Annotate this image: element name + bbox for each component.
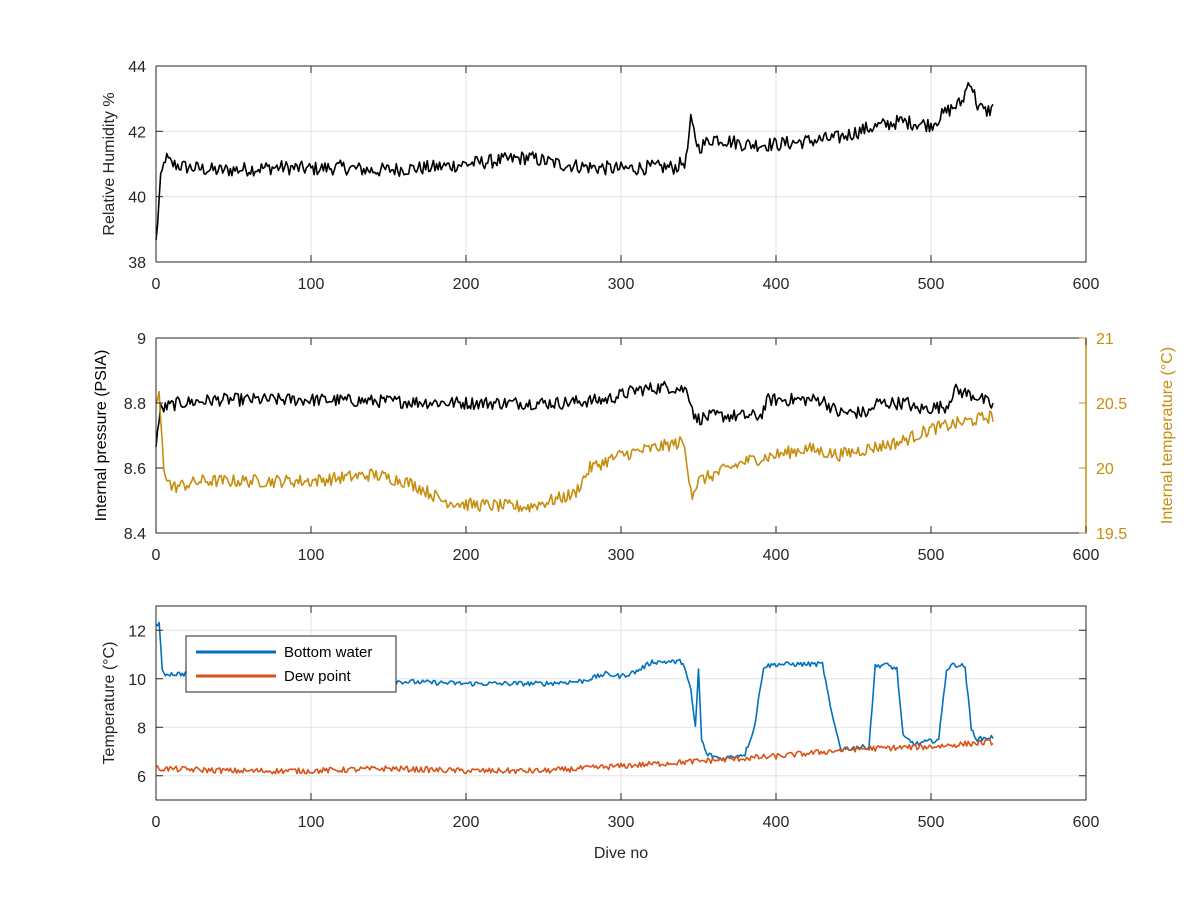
x-tick-label: 500 (918, 276, 945, 293)
x-tick-label: 0 (152, 814, 161, 831)
pressure-axes-box (155, 337, 1087, 534)
y-tick-label: 12 (128, 623, 146, 640)
x-tick-label: 500 (918, 547, 945, 564)
pressure-y-label: Internal pressure (PSIA) (93, 350, 110, 522)
series-line-0 (155, 380, 994, 447)
legend: Bottom water Dew point (185, 635, 397, 693)
x-tick-label: 100 (298, 814, 325, 831)
temperature-x-ticks: 0 100 200 300 400 500 600 (152, 606, 1100, 831)
y-tick-label: 38 (128, 255, 146, 272)
y-tick-label: 10 (128, 672, 146, 689)
pressure-panel: 0 100 200 300 400 500 600 8.4 8.6 8.8 9 19.5 20 20.… (93, 331, 1176, 564)
x-tick-label: 200 (453, 547, 480, 564)
humidity-lines (155, 82, 994, 241)
y-tick-label: 8.8 (124, 396, 146, 413)
y-tick-label: 8 (137, 720, 146, 737)
temperature-y-ticks: 6 8 10 12 (128, 623, 1086, 786)
y2-tick-label: 19.5 (1096, 526, 1127, 543)
x-tick-label: 200 (453, 276, 480, 293)
x-tick-label: 400 (763, 814, 790, 831)
y-tick-label: 42 (128, 124, 146, 141)
x-tick-label: 600 (1073, 276, 1100, 293)
internal-temperature-y-ticks: 19.5 20 20.5 21 (1079, 331, 1127, 543)
pressure-y-ticks: 8.4 8.6 8.8 9 (124, 331, 163, 543)
temperature-y-label: Temperature (°C) (101, 642, 118, 765)
dive-no-x-label: Dive no (594, 845, 648, 862)
x-tick-label: 100 (298, 276, 325, 293)
x-tick-label: 0 (152, 276, 161, 293)
x-tick-label: 600 (1073, 814, 1100, 831)
y-tick-label: 8.4 (124, 526, 146, 543)
humidity-x-ticks: 0 100 200 300 400 500 600 (152, 66, 1100, 293)
x-tick-label: 400 (763, 547, 790, 564)
x-tick-label: 300 (608, 814, 635, 831)
y-tick-label: 6 (137, 769, 146, 786)
y-tick-label: 8.6 (124, 461, 146, 478)
y-tick-label: 9 (137, 331, 146, 348)
legend-label-bottom-water: Bottom water (284, 644, 372, 661)
x-tick-label: 200 (453, 814, 480, 831)
legend-box (185, 635, 397, 693)
pressure-lines (155, 380, 994, 513)
x-tick-label: 500 (918, 814, 945, 831)
y-tick-label: 40 (128, 190, 146, 207)
temperature-panel: 0 100 200 300 400 500 600 6 8 10 12 Temperature (… (101, 605, 1100, 862)
legend-label-dew-point: Dew point (284, 668, 352, 685)
internal-temperature-y-label: Internal temperature (°C) (1159, 347, 1176, 524)
y2-tick-label: 20.5 (1096, 396, 1127, 413)
x-tick-label: 400 (763, 276, 790, 293)
x-tick-label: 0 (152, 547, 161, 564)
x-tick-label: 600 (1073, 547, 1100, 564)
x-tick-label: 300 (608, 547, 635, 564)
series-line-0 (155, 82, 994, 241)
humidity-panel: 0 100 200 300 400 500 600 38 40 42 44 Relative Hu… (101, 59, 1099, 293)
x-tick-label: 100 (298, 547, 325, 564)
humidity-y-label: Relative Humidity % (101, 92, 118, 235)
dew-point-line (155, 738, 994, 775)
y2-tick-label: 21 (1096, 331, 1114, 348)
humidity-y-ticks: 38 40 42 44 (128, 59, 1086, 272)
pressure-x-ticks: 0 100 200 300 400 500 600 (152, 338, 1100, 564)
y2-tick-label: 20 (1096, 461, 1114, 478)
x-tick-label: 300 (608, 276, 635, 293)
series-line-1 (155, 390, 994, 513)
y-tick-label: 44 (128, 59, 146, 76)
